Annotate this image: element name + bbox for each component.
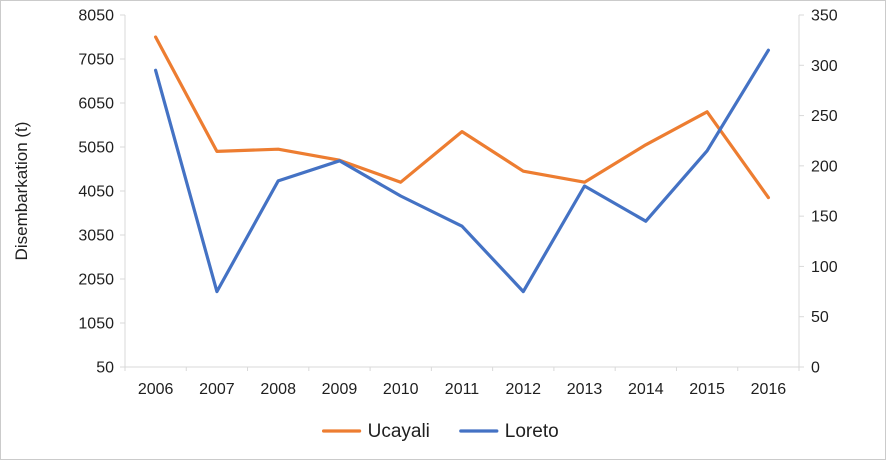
right-axis-tick-label: 0 xyxy=(811,360,820,377)
x-axis-tick-label: 2014 xyxy=(628,381,664,398)
legend-label-ucayali: Ucayali xyxy=(368,421,430,442)
right-axis-tick-label: 300 xyxy=(811,58,838,75)
left-axis-tick-label: 4050 xyxy=(78,184,114,201)
right-axis-tick-label: 150 xyxy=(811,209,838,226)
x-axis-tick-label: 2009 xyxy=(322,381,358,398)
left-axis-tick-label: 2050 xyxy=(78,272,114,289)
x-axis-tick-label: 2012 xyxy=(505,381,541,398)
x-axis-tick-label: 2010 xyxy=(383,381,419,398)
right-axis-tick-label: 50 xyxy=(811,309,829,326)
left-axis-tick-label: 7050 xyxy=(78,52,114,69)
x-axis-tick-label: 2013 xyxy=(567,381,603,398)
right-axis-tick-label: 250 xyxy=(811,108,838,125)
x-axis-tick-label: 2007 xyxy=(199,381,235,398)
left-axis-tick-label: 3050 xyxy=(78,228,114,245)
x-axis-tick-label: 2015 xyxy=(689,381,725,398)
legend-label-loreto: Loreto xyxy=(505,421,559,442)
right-axis-tick-label: 350 xyxy=(811,8,838,25)
right-axis-tick-label: 200 xyxy=(811,158,838,175)
right-axis-tick-label: 100 xyxy=(811,259,838,276)
left-axis-tick-label: 6050 xyxy=(78,96,114,113)
series-line-ucayali xyxy=(154,35,771,200)
x-axis-tick-label: 2006 xyxy=(138,381,174,398)
series-line-loreto xyxy=(154,48,771,294)
x-axis-tick-label: 2011 xyxy=(445,381,480,398)
x-axis-tick-label: 2008 xyxy=(260,381,296,398)
y-axis-title: Disembarkation (t) xyxy=(12,122,31,261)
left-axis-tick-label: 8050 xyxy=(78,8,114,25)
left-axis-tick-label: 5050 xyxy=(78,140,114,157)
left-axis-tick-label: 50 xyxy=(96,360,114,377)
x-axis-tick-label: 2016 xyxy=(751,381,787,398)
left-axis-tick-label: 1050 xyxy=(78,316,114,333)
